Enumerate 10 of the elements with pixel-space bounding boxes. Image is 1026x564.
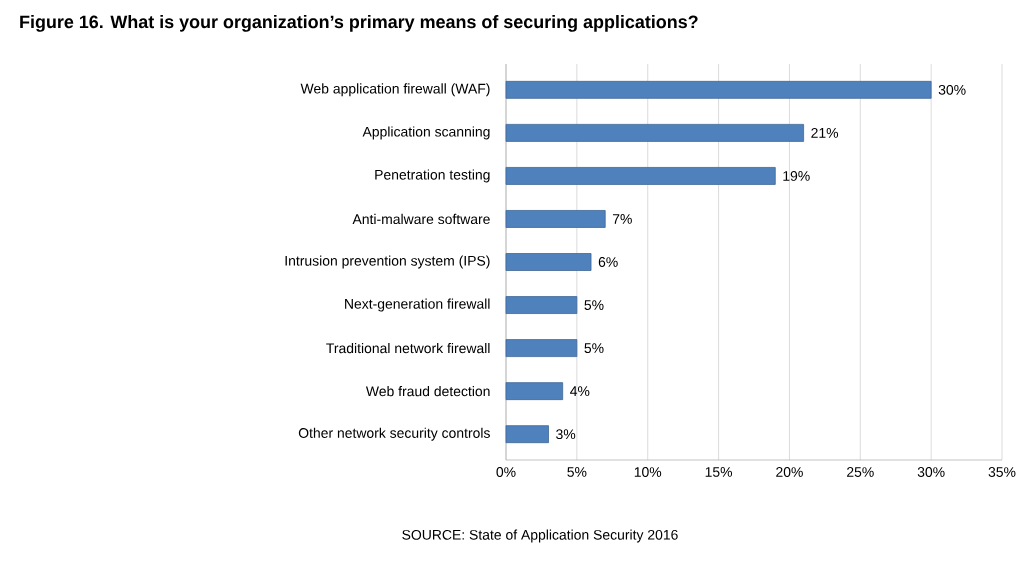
- bar: [505, 80, 932, 99]
- bar: [505, 296, 578, 314]
- bar: [505, 123, 805, 142]
- bar: [505, 253, 592, 271]
- bar: [505, 382, 564, 401]
- bar: [505, 425, 549, 444]
- bar: [505, 210, 606, 228]
- bar: [505, 167, 776, 185]
- bar: [505, 339, 578, 357]
- text: Figure 16. What is your organization’s primary means of securing applications?: [20, 15, 698, 32]
